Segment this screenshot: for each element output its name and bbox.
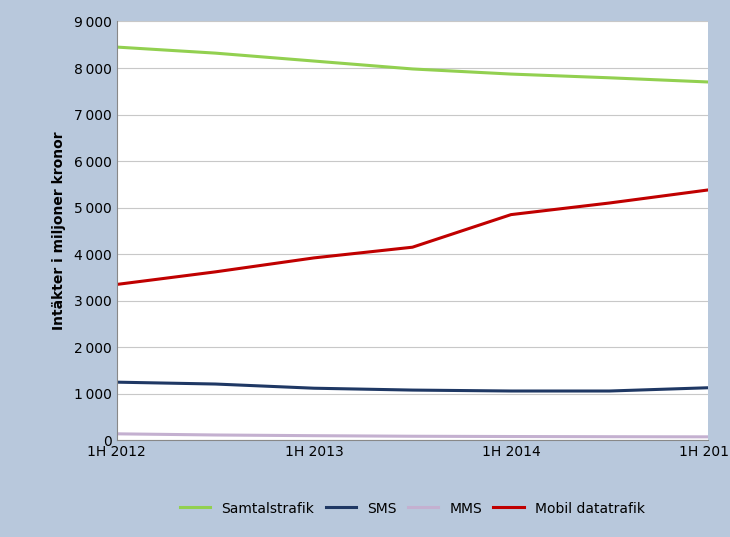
Samtalstrafik (605, 75, 614, 81)
SMS (704, 384, 712, 391)
Mobil datatrafik (112, 281, 121, 288)
MMS (704, 434, 712, 440)
MMS (605, 433, 614, 440)
Samtalstrafik (112, 44, 121, 50)
MMS (310, 432, 318, 439)
Line: MMS: MMS (117, 434, 708, 437)
Line: SMS: SMS (117, 382, 708, 391)
Mobil datatrafik (507, 212, 515, 218)
Samtalstrafik (310, 58, 318, 64)
Legend: Samtalstrafik, SMS, MMS, Mobil datatrafik: Samtalstrafik, SMS, MMS, Mobil datatrafi… (180, 502, 645, 516)
SMS (605, 388, 614, 394)
Line: Samtalstrafik: Samtalstrafik (117, 47, 708, 82)
SMS (112, 379, 121, 386)
SMS (211, 381, 220, 387)
MMS (507, 433, 515, 440)
SMS (408, 387, 417, 393)
Samtalstrafik (507, 71, 515, 77)
Line: Mobil datatrafik: Mobil datatrafik (117, 190, 708, 285)
SMS (310, 385, 318, 391)
Samtalstrafik (408, 66, 417, 72)
Mobil datatrafik (704, 187, 712, 193)
Mobil datatrafik (211, 268, 220, 275)
SMS (507, 388, 515, 394)
MMS (112, 431, 121, 437)
MMS (211, 432, 220, 438)
Y-axis label: Intäkter i miljoner kronor: Intäkter i miljoner kronor (52, 132, 66, 330)
Mobil datatrafik (310, 255, 318, 261)
Samtalstrafik (704, 79, 712, 85)
Mobil datatrafik (408, 244, 417, 250)
Mobil datatrafik (605, 200, 614, 206)
MMS (408, 433, 417, 439)
Samtalstrafik (211, 50, 220, 56)
